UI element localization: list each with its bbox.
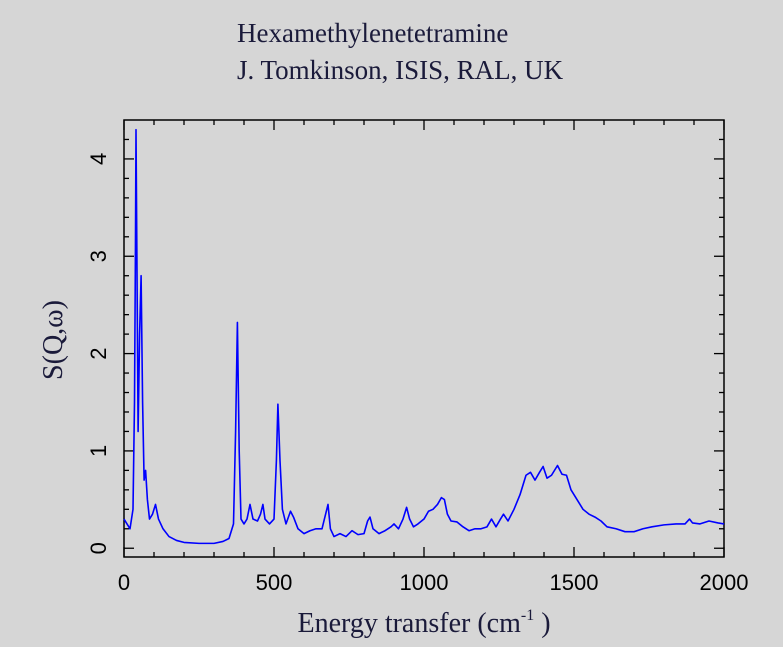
chart-subtitle: J. Tomkinson, ISIS, RAL, UK xyxy=(237,55,564,85)
x-tick-label: 1500 xyxy=(550,570,599,595)
x-tick-label: 1000 xyxy=(400,570,449,595)
y-tick-label: 4 xyxy=(86,153,111,165)
x-axis-label: Energy transfer (cm-1 ) xyxy=(297,607,550,639)
x-axis-label-text: Energy transfer (cm xyxy=(297,608,521,639)
y-tick-label: 1 xyxy=(86,445,111,457)
y-tick-label: 3 xyxy=(86,250,111,262)
y-tick-label: 0 xyxy=(86,542,111,554)
spectrum-line xyxy=(123,128,725,545)
x-tick-label: 0 xyxy=(118,570,130,595)
y-tick-label: 2 xyxy=(86,347,111,359)
x-tick-label: 500 xyxy=(256,570,293,595)
x-axis-label-sup: -1 xyxy=(521,607,534,624)
x-axis-label-end: ) xyxy=(534,608,550,639)
plot-frame xyxy=(123,119,725,558)
y-axis-label: S(Q,ω) xyxy=(38,300,69,380)
x-tick-label: 2000 xyxy=(700,570,749,595)
chart-title: Hexamethylenetetramine xyxy=(237,18,508,48)
